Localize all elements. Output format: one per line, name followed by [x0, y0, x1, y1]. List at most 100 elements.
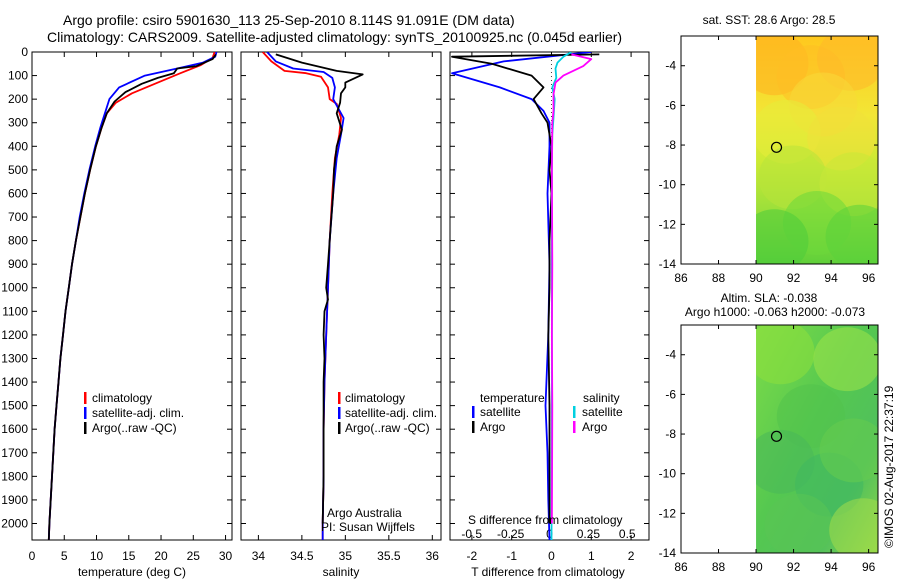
x-tick-label: 96 — [862, 560, 876, 574]
difference-panel: -2 -1 0 1 2 -0.5 -0.25 0 0.25 0.5 S difference f… — [449, 51, 650, 579]
annotation-pi-name: PI: Susan Wijffels — [321, 520, 415, 534]
field-patch — [829, 498, 878, 553]
depth-tick-label: 1700 — [1, 446, 28, 460]
depth-tick-label: 1900 — [1, 493, 28, 507]
depth-tick-label: 1200 — [1, 328, 28, 342]
sst-map-x-axis: 86 88 90 92 94 96 — [674, 36, 876, 285]
depth-tick-label: 500 — [8, 163, 28, 177]
temperature-xlabel: temperature (deg C) — [78, 565, 186, 579]
x-tick-label: -2 — [467, 549, 478, 563]
side-stamp: ©IMOS 02-Aug-2017 22:37:19 — [882, 385, 896, 548]
x-tick-label: 86 — [674, 560, 688, 574]
sla-map-title-line2: Argo h1000: -0.063 h2000: -0.073 — [685, 305, 865, 319]
x-tick-label: 34.5 — [290, 549, 314, 563]
legend-header-salinity: salinity — [583, 391, 620, 405]
x-tick-label: 15 — [122, 549, 136, 563]
sla-map-y-axis: -4 -6 -8 -10 -12 -14 — [659, 348, 878, 560]
legend-swatch-satellite-adj — [84, 407, 87, 419]
depth-tick-label: 1400 — [1, 375, 28, 389]
x-tick-label: 1 — [588, 549, 595, 563]
temperature-axes-box — [31, 51, 233, 541]
series-salinity-argo — [551, 53, 593, 524]
y-tick-label: -6 — [665, 98, 676, 112]
legend-swatch-temp-argo — [472, 421, 475, 433]
series-temperature-argo — [451, 53, 600, 524]
y-tick-label: -14 — [659, 546, 677, 560]
depth-tick-label: 1800 — [1, 469, 28, 483]
x-tick-label: 0 — [29, 549, 36, 563]
sla-map: Altim. SLA: -0.038 Argo h1000: -0.063 h2… — [659, 291, 879, 574]
sla-map-frame — [680, 324, 879, 554]
x-tick-label: 90 — [749, 271, 763, 285]
x-tick-label: 88 — [712, 271, 726, 285]
field-patch — [813, 327, 878, 392]
legend-swatch-argo — [338, 422, 341, 434]
depth-tick-label: 400 — [8, 139, 28, 153]
sla-map-x-axis: 86 88 90 92 94 96 — [674, 325, 876, 574]
legend-label-argo: Argo(..raw -QC) — [345, 421, 430, 435]
series-argo-raw-qc — [275, 53, 364, 524]
x-tick-label: 35 — [339, 549, 353, 563]
t-difference-xlabel: T difference from climatology — [471, 565, 625, 579]
y-tick-label: -10 — [659, 178, 677, 192]
legend-swatch-temp-satellite — [472, 406, 475, 418]
depth-axis: 0 100 200 300 400 500 600 700 800 900 1000 1100 1200… — [1, 45, 28, 530]
legend-header-temperature: temperature — [480, 391, 545, 405]
salinity-x-axis: 34 34.5 35 35.5 36 — [252, 52, 440, 563]
salinity-panel: 34 34.5 35 35.5 36 salinity climatology sate… — [240, 51, 442, 579]
x-tick-label: 34 — [252, 549, 266, 563]
argo-float-marker — [770, 141, 783, 153]
legend-label-climatology: climatology — [345, 391, 405, 405]
y-tick-label: -4 — [665, 348, 676, 362]
sst-map-title: sat. SST: 28.6 Argo: 28.5 — [703, 13, 836, 27]
depth-tick-label: 1300 — [1, 351, 28, 365]
annotation-argo-australia: Argo Australia — [327, 506, 402, 520]
depth-tick-label: 800 — [8, 234, 28, 248]
difference-legend: temperature salinity satellite Argo sate… — [472, 391, 623, 434]
x-tick-label: 88 — [712, 560, 726, 574]
sst-map: sat. SST: 28.6 Argo: 28.5 86 88 90 92 94 96 -… — [659, 13, 879, 285]
series-argo-raw-qc — [47, 53, 217, 540]
s-difference-label: S difference from climatology — [468, 513, 623, 527]
salinity-legend: climatology satellite-adj. clim. Argo(..… — [338, 391, 437, 435]
figure-title-line1: Argo profile: csiro 5901630_113 25-Sep-2… — [63, 12, 515, 28]
legend-label-sal-argo: Argo — [582, 420, 608, 434]
sst-map-frame — [680, 35, 879, 265]
s-tick-label: 0.5 — [619, 527, 636, 541]
legend-swatch-sal-satellite — [573, 406, 576, 418]
x-tick-label: 96 — [862, 271, 876, 285]
depth-tick-label: 2000 — [1, 516, 28, 530]
temperature-panel: 0100200300400500600700800900100011001200… — [1, 45, 232, 579]
x-tick-label: 94 — [824, 560, 838, 574]
legend-swatch-satellite-adj — [338, 407, 341, 419]
x-tick-label: 2 — [628, 549, 635, 563]
legend-label-temp-satellite: satellite — [480, 405, 521, 419]
figure-title-line2: Climatology: CARS2009. Satellite-adjuste… — [47, 29, 623, 45]
depth-tick-label: 0 — [21, 45, 28, 59]
temperature-x-axis: 0 5 10 15 20 25 30 — [29, 52, 233, 563]
x-tick-label: 90 — [749, 560, 763, 574]
depth-tick-label: 700 — [8, 210, 28, 224]
depth-tick-label: 1500 — [1, 399, 28, 413]
depth-tick-label: 200 — [8, 92, 28, 106]
legend-label-temp-argo: Argo — [480, 420, 506, 434]
field-patch — [756, 325, 815, 385]
x-tick-label: 30 — [219, 549, 233, 563]
depth-tick-label: 1100 — [2, 304, 28, 318]
x-tick-label: 36 — [426, 549, 440, 563]
x-tick-label: 92 — [787, 271, 801, 285]
y-tick-label: -12 — [659, 506, 677, 520]
x-tick-label: 86 — [674, 271, 688, 285]
legend-label-sal-satellite: satellite — [582, 405, 623, 419]
x-tick-label: 5 — [61, 549, 68, 563]
x-tick-label: 25 — [187, 549, 201, 563]
depth-tick-label: 900 — [8, 257, 28, 271]
depth-tick-label: 1000 — [1, 281, 28, 295]
series-satellite-adj-clim — [266, 52, 345, 540]
sst-map-y-axis: -4 -6 -8 -10 -12 -14 — [659, 59, 878, 271]
series-climatology — [262, 52, 342, 540]
y-tick-label: -8 — [665, 427, 676, 441]
y-tick-label: -12 — [659, 217, 677, 231]
t-difference-x-axis: -2 -1 0 1 2 — [467, 52, 635, 563]
